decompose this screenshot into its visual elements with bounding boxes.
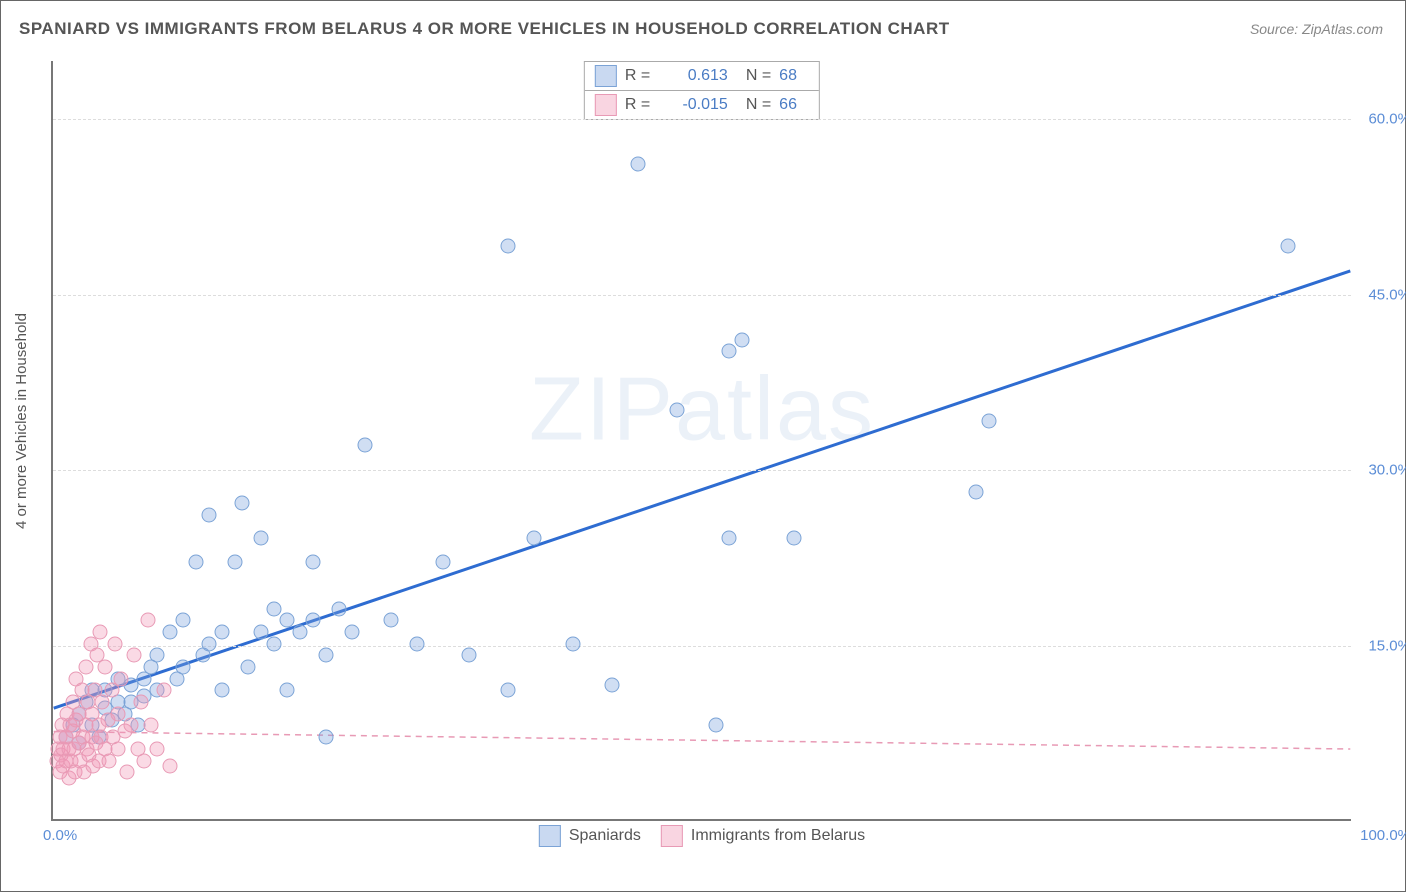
gridline [53,646,1351,647]
scatter-point [384,613,399,628]
scatter-point [111,741,126,756]
scatter-point [234,496,249,511]
scatter-point [215,624,230,639]
scatter-point [566,636,581,651]
n-value-1: 68 [779,67,809,85]
scatter-point [969,484,984,499]
y-axis-label: 4 or more Vehicles in Household [13,313,30,529]
scatter-point [462,648,477,663]
legend-row-belarus: R = -0.015 N = 66 [585,91,819,119]
scatter-point [202,508,217,523]
scatter-point [631,157,646,172]
series-item-belarus: Immigrants from Belarus [661,825,865,847]
chart-container: SPANIARD VS IMMIGRANTS FROM BELARUS 4 OR… [0,0,1406,892]
scatter-point [345,624,360,639]
scatter-point [787,531,802,546]
watermark: ZIPatlas [529,358,875,461]
scatter-point [722,531,737,546]
gridline [53,470,1351,471]
scatter-point [189,554,204,569]
scatter-point [319,730,334,745]
scatter-point [156,683,171,698]
scatter-point [280,683,295,698]
r-label-1: R = [625,67,660,85]
scatter-point [163,759,178,774]
swatch-pink-icon [661,825,683,847]
scatter-point [332,601,347,616]
swatch-blue-icon [539,825,561,847]
x-tick-left: 0.0% [43,827,77,844]
scatter-point [143,718,158,733]
y-tick-label: 60.0% [1368,111,1406,128]
scatter-point [120,765,135,780]
n-label-1: N = [746,67,771,85]
n-label-2: N = [746,96,771,114]
gridline [53,119,1351,120]
plot-area: ZIPatlas R = 0.613 N = 68 R = -0.015 N =… [51,61,1351,821]
scatter-point [501,683,516,698]
scatter-point [111,706,126,721]
scatter-point [163,624,178,639]
scatter-point [215,683,230,698]
scatter-point [670,402,685,417]
y-tick-label: 15.0% [1368,637,1406,654]
scatter-point [124,718,139,733]
scatter-point [735,332,750,347]
scatter-point [140,613,155,628]
scatter-point [176,613,191,628]
r-value-2: -0.015 [668,96,728,114]
scatter-point [280,613,295,628]
gridline [53,295,1351,296]
series-item-spaniards: Spaniards [539,825,641,847]
scatter-point [98,660,113,675]
scatter-point [228,554,243,569]
scatter-point [134,695,149,710]
scatter-point [267,601,282,616]
scatter-point [319,648,334,663]
scatter-point [113,671,128,686]
scatter-point [527,531,542,546]
scatter-point [241,660,256,675]
scatter-point [306,613,321,628]
scatter-point [722,344,737,359]
scatter-point [78,660,93,675]
y-tick-label: 45.0% [1368,286,1406,303]
y-tick-label: 30.0% [1368,462,1406,479]
n-value-2: 66 [779,96,809,114]
regression-lines [53,61,1351,819]
scatter-point [92,624,107,639]
scatter-point [306,554,321,569]
scatter-point [202,636,217,651]
correlation-legend: R = 0.613 N = 68 R = -0.015 N = 66 [584,61,820,120]
scatter-point [267,636,282,651]
scatter-point [982,414,997,429]
scatter-point [1281,239,1296,254]
legend-row-spaniards: R = 0.613 N = 68 [585,62,819,91]
scatter-point [293,624,308,639]
x-tick-right: 100.0% [1360,827,1406,844]
chart-title: SPANIARD VS IMMIGRANTS FROM BELARUS 4 OR… [19,19,950,39]
series-label-2: Immigrants from Belarus [691,827,865,845]
scatter-point [176,660,191,675]
scatter-point [436,554,451,569]
source-label: Source: ZipAtlas.com [1250,21,1383,37]
swatch-blue [595,65,617,87]
swatch-pink [595,94,617,116]
r-label-2: R = [625,96,660,114]
scatter-point [358,437,373,452]
scatter-point [126,648,141,663]
scatter-point [410,636,425,651]
scatter-point [108,636,123,651]
scatter-point [605,677,620,692]
scatter-point [254,531,269,546]
scatter-point [150,648,165,663]
series-label-1: Spaniards [569,827,641,845]
scatter-point [150,741,165,756]
r-value-1: 0.613 [668,67,728,85]
scatter-point [254,624,269,639]
scatter-point [709,718,724,733]
series-legend: Spaniards Immigrants from Belarus [539,825,865,847]
scatter-point [137,753,152,768]
scatter-point [501,239,516,254]
